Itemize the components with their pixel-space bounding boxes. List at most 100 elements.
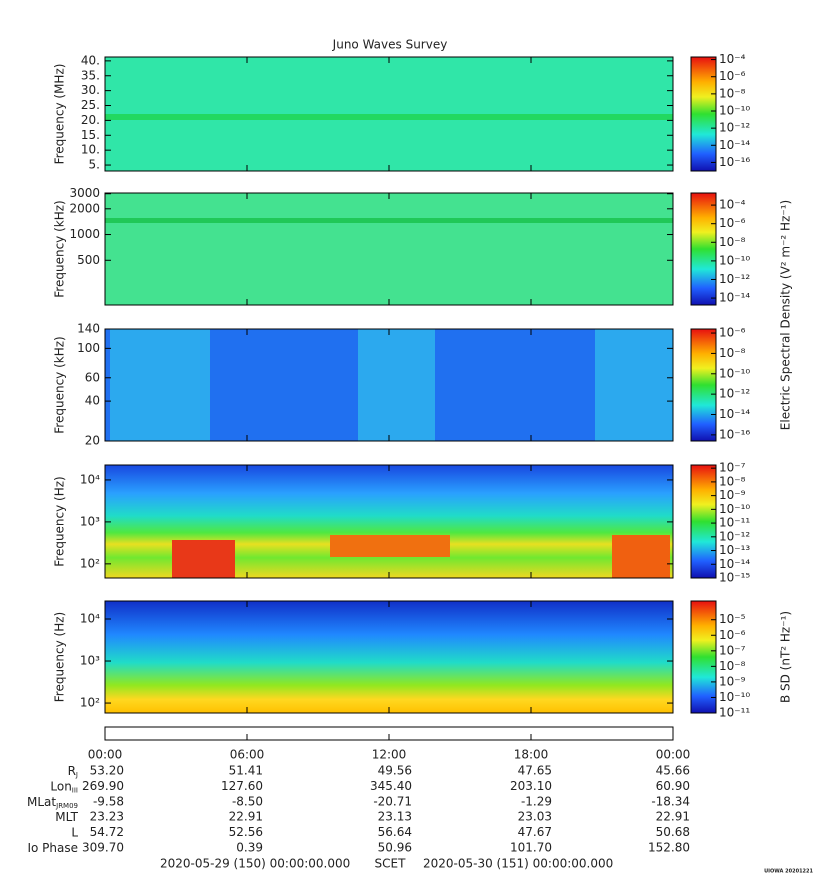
colorbar-tick-label: 10⁻⁹	[719, 674, 746, 688]
band	[105, 114, 673, 120]
y-tick-label: 30.	[81, 83, 100, 97]
row-label-text: L	[71, 825, 78, 839]
y-tick-label: 35.	[81, 68, 100, 82]
y-tick-label: 10⁴	[80, 611, 100, 625]
y-tick-label: 100	[77, 341, 100, 355]
colorbar-tick-label: 10⁻¹²	[719, 529, 750, 543]
colorbar-tick-label: 10⁻¹⁰	[719, 690, 750, 704]
row-label-sub: J	[75, 771, 78, 779]
colorbar-tick-label: 10⁻⁷	[719, 643, 746, 657]
row-value: 52.56	[229, 825, 263, 839]
colorbar-tick-label: 10⁻⁹	[719, 488, 746, 502]
y-tick-label: 40	[85, 394, 100, 408]
y-tick-label: 500	[77, 253, 100, 267]
row-value: 50.68	[656, 825, 690, 839]
row-label: MLT	[55, 810, 78, 824]
row-value: 51.41	[229, 764, 263, 778]
end-time: 2020-05-30 (151) 00:00:00.000	[423, 857, 613, 871]
y-tick-label: 40.	[81, 53, 100, 67]
spectrogram-fill	[105, 601, 673, 713]
colorbar-tick-label: 10⁻⁶	[719, 326, 746, 340]
colorbar-tick-label: 10⁻¹¹	[719, 516, 750, 530]
y-tick-label: 140	[77, 322, 100, 336]
colorbar-tick-label: 10⁻¹⁰	[719, 253, 750, 267]
emission	[110, 329, 210, 441]
row-value: 23.13	[378, 810, 412, 824]
y-tick-label: 25.	[81, 98, 100, 112]
y-axis-label: Frequency (Hz)	[53, 612, 67, 703]
row-value: -9.58	[93, 794, 124, 808]
y-tick-label: 3000	[69, 186, 100, 200]
colorbar-tick-label: 10⁻⁶	[719, 69, 746, 83]
colorbar-tick-label: 10⁻¹¹	[719, 706, 750, 720]
start-time: 2020-05-29 (150) 00:00:00.000	[160, 857, 350, 871]
y-tick-label: 10.	[81, 143, 100, 157]
colorbar	[690, 328, 717, 442]
row-label-sub: JRM09	[55, 802, 78, 810]
colorbar-tick-label: 10⁻¹⁴	[719, 407, 750, 421]
emission	[612, 535, 670, 578]
y-axis-label: Frequency (kHz)	[53, 336, 67, 433]
y-tick-label: 5.	[89, 158, 100, 172]
y-tick-label: 20	[85, 434, 100, 448]
colorbar-tick-label: 10⁻¹³	[719, 543, 750, 557]
colorbar-tick-label: 10⁻⁸	[719, 86, 746, 100]
colorbar-tick-label: 10⁻⁴	[719, 198, 746, 212]
row-value: 22.91	[229, 810, 263, 824]
row-label: MLatJRM09	[27, 794, 78, 810]
colorbar-tick-label: 10⁻¹²	[719, 121, 750, 135]
x-tick-label: 06:00	[230, 748, 265, 762]
y-tick-label: 10²	[80, 556, 100, 570]
y-tick-label: 1000	[69, 227, 100, 241]
row-value: 101.70	[510, 841, 552, 855]
colorbar-tick-label: 10⁻¹⁶	[719, 155, 750, 169]
row-value: 345.40	[370, 779, 412, 793]
row-value: 152.80	[648, 841, 690, 855]
row-value: -8.50	[232, 794, 263, 808]
y-tick-label: 10⁴	[80, 472, 100, 486]
row-value: -18.34	[651, 794, 690, 808]
row-value: 47.67	[518, 825, 552, 839]
colorbar-tick-label: 10⁻¹⁵	[719, 571, 750, 585]
row-value: 0.39	[236, 841, 263, 855]
colorbar-tick-label: 10⁻¹²	[719, 272, 750, 286]
row-label: L	[71, 825, 78, 839]
emission	[595, 329, 673, 441]
colorbar-tick-label: 10⁻¹⁰	[719, 104, 750, 118]
row-label-text: MLT	[55, 810, 78, 824]
y-axis-label: Frequency (MHz)	[53, 64, 67, 165]
title: Juno Waves Survey	[332, 38, 448, 52]
row-value: 60.90	[656, 779, 690, 793]
row-value: 54.72	[90, 825, 124, 839]
colorbar-tick-label: 10⁻¹⁴	[719, 291, 750, 305]
y-axis-label: Frequency (kHz)	[53, 200, 67, 297]
colorbar	[690, 600, 717, 714]
colorbar-label: B SD (nT² Hz⁻¹)	[779, 611, 793, 703]
row-value: 49.56	[378, 764, 412, 778]
colorbar-tick-label: 10⁻¹⁴	[719, 557, 750, 571]
x-tick-label: 00:00	[88, 748, 123, 762]
row-label-text: MLat	[27, 794, 56, 808]
row-value: -1.29	[521, 794, 552, 808]
scet-label: SCET	[375, 857, 407, 871]
colorbar-tick-label: 10⁻¹⁶	[719, 427, 750, 441]
x-tick-label: 00:00	[656, 748, 691, 762]
y-axis-label: Frequency (Hz)	[53, 476, 67, 567]
row-label-sub: III	[72, 786, 78, 794]
colorbar	[690, 192, 717, 306]
colorbar-label: Electric Spectral Density (V² m⁻² Hz⁻¹)	[779, 200, 793, 430]
emission	[330, 535, 450, 557]
row-label: Io Phase	[27, 841, 78, 855]
band	[105, 218, 673, 223]
y-tick-label: 15.	[81, 128, 100, 142]
row-value: 56.64	[378, 825, 412, 839]
colorbar-tick-label: 10⁻⁶	[719, 628, 746, 642]
colorbar-tick-label: 10⁻¹⁰	[719, 502, 750, 516]
y-tick-label: 10²	[80, 696, 100, 710]
row-value: -20.71	[373, 794, 412, 808]
colorbar-tick-label: 10⁻⁸	[719, 235, 746, 249]
colorbar	[690, 56, 717, 172]
colorbar-tick-label: 10⁻⁸	[719, 346, 746, 360]
spectrogram-fill	[105, 193, 673, 305]
colorbar-tick-label: 10⁻⁸	[719, 474, 746, 488]
